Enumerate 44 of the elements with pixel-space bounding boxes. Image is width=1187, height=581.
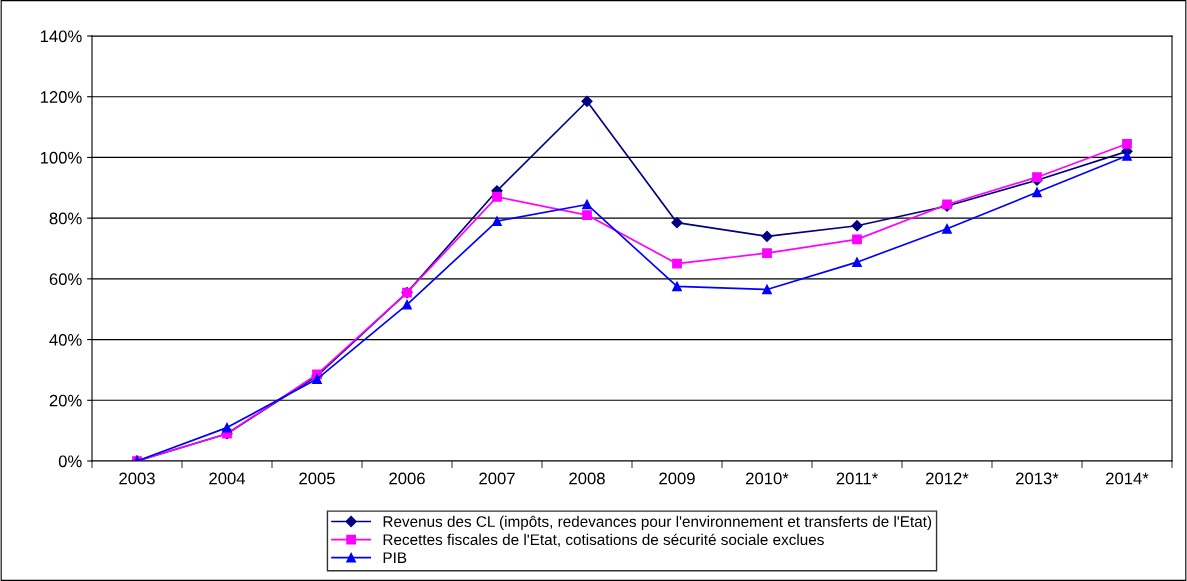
point: [942, 223, 952, 234]
point: [671, 217, 683, 229]
x-tick-label: 2010*: [746, 472, 789, 485]
point: [582, 210, 592, 220]
point: [761, 230, 773, 242]
point: [222, 422, 232, 433]
y-tick-label: 0%: [58, 455, 82, 468]
x-tick-label: 2012*: [926, 472, 969, 485]
x-tick-label: 2005: [299, 472, 335, 485]
x-tick-label: 2008: [569, 472, 605, 485]
point: [762, 284, 772, 295]
x-tick-label: 2007: [479, 472, 515, 485]
point: [672, 258, 682, 269]
x-tick-label: 2013*: [1016, 472, 1059, 485]
y-tick-label: 80%: [49, 212, 82, 225]
y-tick-label: 120%: [40, 91, 82, 103]
point: [672, 281, 682, 292]
point: [762, 248, 772, 258]
legend-label: PIB: [383, 552, 407, 563]
point: [581, 95, 593, 107]
x-tick-label: 2009: [659, 472, 695, 485]
y-tick-label: 140%: [40, 30, 82, 43]
x-tick-label: 2003: [119, 472, 155, 485]
point: [312, 374, 322, 384]
point: [402, 299, 412, 310]
y-tick-label: 60%: [49, 273, 82, 286]
point: [851, 220, 863, 232]
legend-label: Recettes fiscales de l'Etat, cotisations de sécurité sociale exclues: [383, 533, 824, 547]
point: [492, 192, 502, 202]
y-tick-label: 40%: [49, 333, 82, 346]
point: [582, 199, 592, 210]
y-tick-label: 20%: [49, 394, 82, 407]
point: [852, 257, 862, 268]
x-tick-label: 2004: [209, 472, 246, 485]
x-tick-label: 2011*: [836, 472, 878, 485]
point: [1122, 138, 1132, 149]
point: [492, 216, 502, 227]
x-tick-label: 2014*: [1106, 472, 1149, 485]
point: [1122, 151, 1132, 161]
point: [1032, 187, 1042, 198]
legend-label: Revenus des CL (impôts, redevances pour l'environnement et transferts de l'Etat): [383, 515, 932, 531]
y-tick-label: 100%: [40, 151, 82, 164]
point: [852, 234, 862, 245]
x-tick-label: 2006: [389, 472, 425, 485]
